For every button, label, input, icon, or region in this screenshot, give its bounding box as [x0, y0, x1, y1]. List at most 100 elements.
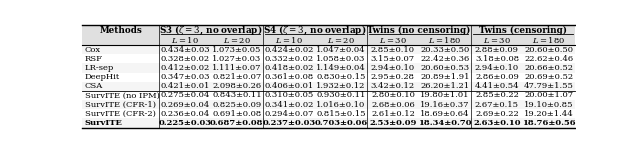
Text: 0.361±0.08: 0.361±0.08: [264, 73, 314, 81]
Text: 0.691±0.08: 0.691±0.08: [212, 110, 262, 118]
Text: 0.332±0.02: 0.332±0.02: [264, 55, 314, 63]
Text: LR-sep: LR-sep: [85, 64, 114, 72]
Text: 20.69±0.52: 20.69±0.52: [524, 73, 573, 81]
Text: 2.63±0.10: 2.63±0.10: [473, 119, 521, 127]
Text: 1.111±0.07: 1.111±0.07: [212, 64, 262, 72]
Text: 20.60±0.53: 20.60±0.53: [420, 64, 470, 72]
Bar: [83, 36, 575, 45]
Text: 2.94±0.10: 2.94±0.10: [475, 64, 519, 72]
Text: 1.058±0.03: 1.058±0.03: [316, 55, 365, 63]
Text: 18.69±0.64: 18.69±0.64: [420, 110, 470, 118]
Text: DeepHit: DeepHit: [85, 73, 120, 81]
Text: 0.830±0.15: 0.830±0.15: [316, 73, 365, 81]
Text: $L = 20$: $L = 20$: [327, 36, 355, 45]
Text: RSF: RSF: [85, 55, 103, 63]
Bar: [83, 25, 575, 36]
Text: SurvITE (CFR-2): SurvITE (CFR-2): [85, 110, 156, 118]
Text: 2.098±0.26: 2.098±0.26: [212, 82, 261, 90]
Text: S3 ($\zeta = 3$, no overlap): S3 ($\zeta = 3$, no overlap): [159, 23, 262, 37]
Text: 18.76±0.56: 18.76±0.56: [522, 119, 576, 127]
Text: 3.42±0.12: 3.42±0.12: [371, 82, 415, 90]
Text: 2.68±0.06: 2.68±0.06: [371, 101, 415, 109]
Text: 0.347±0.03: 0.347±0.03: [160, 73, 209, 81]
Text: 20.60±0.50: 20.60±0.50: [525, 45, 573, 53]
Text: 0.825±0.09: 0.825±0.09: [212, 101, 262, 109]
Text: 2.88±0.09: 2.88±0.09: [475, 45, 519, 53]
Text: 0.341±0.02: 0.341±0.02: [264, 101, 314, 109]
Text: 1.047±0.04: 1.047±0.04: [316, 45, 365, 53]
Text: CSA: CSA: [85, 82, 103, 90]
Text: 0.328±0.02: 0.328±0.02: [160, 55, 209, 63]
Text: 0.225±0.03: 0.225±0.03: [158, 119, 211, 127]
Text: 0.434±0.03: 0.434±0.03: [160, 45, 210, 53]
Text: 1.149±0.04: 1.149±0.04: [316, 64, 366, 72]
Text: 3.15±0.07: 3.15±0.07: [371, 55, 415, 63]
Text: 2.94±0.10: 2.94±0.10: [371, 64, 415, 72]
Text: 18.34±0.70: 18.34±0.70: [418, 119, 472, 127]
Text: 19.20±1.44: 19.20±1.44: [524, 110, 574, 118]
Text: 0.406±0.01: 0.406±0.01: [264, 82, 314, 90]
Text: 0.269±0.04: 0.269±0.04: [160, 101, 209, 109]
Text: SurvITE: SurvITE: [85, 119, 123, 127]
Text: 19.16±0.37: 19.16±0.37: [420, 101, 470, 109]
Text: SurvITE (CFR-1): SurvITE (CFR-1): [85, 101, 156, 109]
Bar: [83, 63, 575, 73]
Text: 0.237±0.03: 0.237±0.03: [262, 119, 316, 127]
Text: 0.843±0.11: 0.843±0.11: [212, 91, 262, 99]
Text: $L = 30$: $L = 30$: [379, 36, 407, 45]
Text: 0.424±0.02: 0.424±0.02: [264, 45, 314, 53]
Text: 20.89±1.91: 20.89±1.91: [420, 73, 470, 81]
Text: Twins (no censoring): Twins (no censoring): [367, 25, 470, 35]
Text: 2.85±0.10: 2.85±0.10: [371, 45, 415, 53]
Text: 47.79±1.55: 47.79±1.55: [524, 82, 574, 90]
Text: 2.53±0.09: 2.53±0.09: [369, 119, 417, 127]
Text: 2.85±0.22: 2.85±0.22: [475, 91, 519, 99]
Text: 22.62±0.46: 22.62±0.46: [524, 55, 573, 63]
Text: 0.703±0.06: 0.703±0.06: [314, 119, 367, 127]
Text: $L = 180$: $L = 180$: [532, 35, 566, 45]
Text: SurvITE (no IPM): SurvITE (no IPM): [85, 91, 160, 99]
Text: 0.236±0.04: 0.236±0.04: [160, 110, 209, 118]
Text: 0.821±0.07: 0.821±0.07: [212, 73, 262, 81]
Text: 0.310±0.05: 0.310±0.05: [264, 91, 314, 99]
Text: $L = 10$: $L = 10$: [171, 35, 199, 45]
Text: $L = 180$: $L = 180$: [428, 35, 461, 45]
Bar: [83, 45, 575, 54]
Text: 2.67±0.15: 2.67±0.15: [475, 101, 519, 109]
Text: 22.42±0.36: 22.42±0.36: [420, 55, 470, 63]
Text: 20.33±0.50: 20.33±0.50: [420, 45, 470, 53]
Text: 3.18±0.08: 3.18±0.08: [475, 55, 519, 63]
Text: 0.275±0.04: 0.275±0.04: [160, 91, 209, 99]
Text: 19.80±1.01: 19.80±1.01: [420, 91, 470, 99]
Bar: [83, 109, 575, 119]
Text: 4.41±0.54: 4.41±0.54: [475, 82, 519, 90]
Text: 1.016±0.10: 1.016±0.10: [316, 101, 365, 109]
Text: 2.86±0.09: 2.86±0.09: [475, 73, 519, 81]
Text: 1.027±0.03: 1.027±0.03: [212, 55, 262, 63]
Text: 1.073±0.05: 1.073±0.05: [212, 45, 262, 53]
Text: 1.932±0.12: 1.932±0.12: [316, 82, 365, 90]
Bar: [83, 119, 575, 128]
Text: 0.687±0.08: 0.687±0.08: [210, 119, 264, 127]
Text: 19.10±0.85: 19.10±0.85: [524, 101, 573, 109]
Text: S4 ($\zeta = 3$, no overlap): S4 ($\zeta = 3$, no overlap): [263, 23, 367, 37]
Text: Methods: Methods: [99, 26, 142, 35]
Text: $L = 30$: $L = 30$: [483, 36, 511, 45]
Text: 2.95±0.28: 2.95±0.28: [371, 73, 415, 81]
Text: 0.418±0.02: 0.418±0.02: [264, 64, 314, 72]
Text: Cox: Cox: [85, 45, 101, 53]
Bar: [83, 54, 575, 63]
Text: 0.421±0.01: 0.421±0.01: [160, 82, 209, 90]
Bar: [83, 100, 575, 109]
Text: 2.80±0.10: 2.80±0.10: [371, 91, 415, 99]
Text: 0.294±0.07: 0.294±0.07: [264, 110, 314, 118]
Text: Twins (censoring): Twins (censoring): [479, 25, 567, 35]
Text: 0.930±0.11: 0.930±0.11: [316, 91, 365, 99]
Text: 0.412±0.02: 0.412±0.02: [160, 64, 209, 72]
Bar: [83, 73, 575, 82]
Text: 20.66±0.52: 20.66±0.52: [525, 64, 573, 72]
Bar: [83, 82, 575, 91]
Text: 0.815±0.15: 0.815±0.15: [316, 110, 365, 118]
Text: $L = 20$: $L = 20$: [223, 36, 251, 45]
Text: $L = 10$: $L = 10$: [275, 35, 303, 45]
